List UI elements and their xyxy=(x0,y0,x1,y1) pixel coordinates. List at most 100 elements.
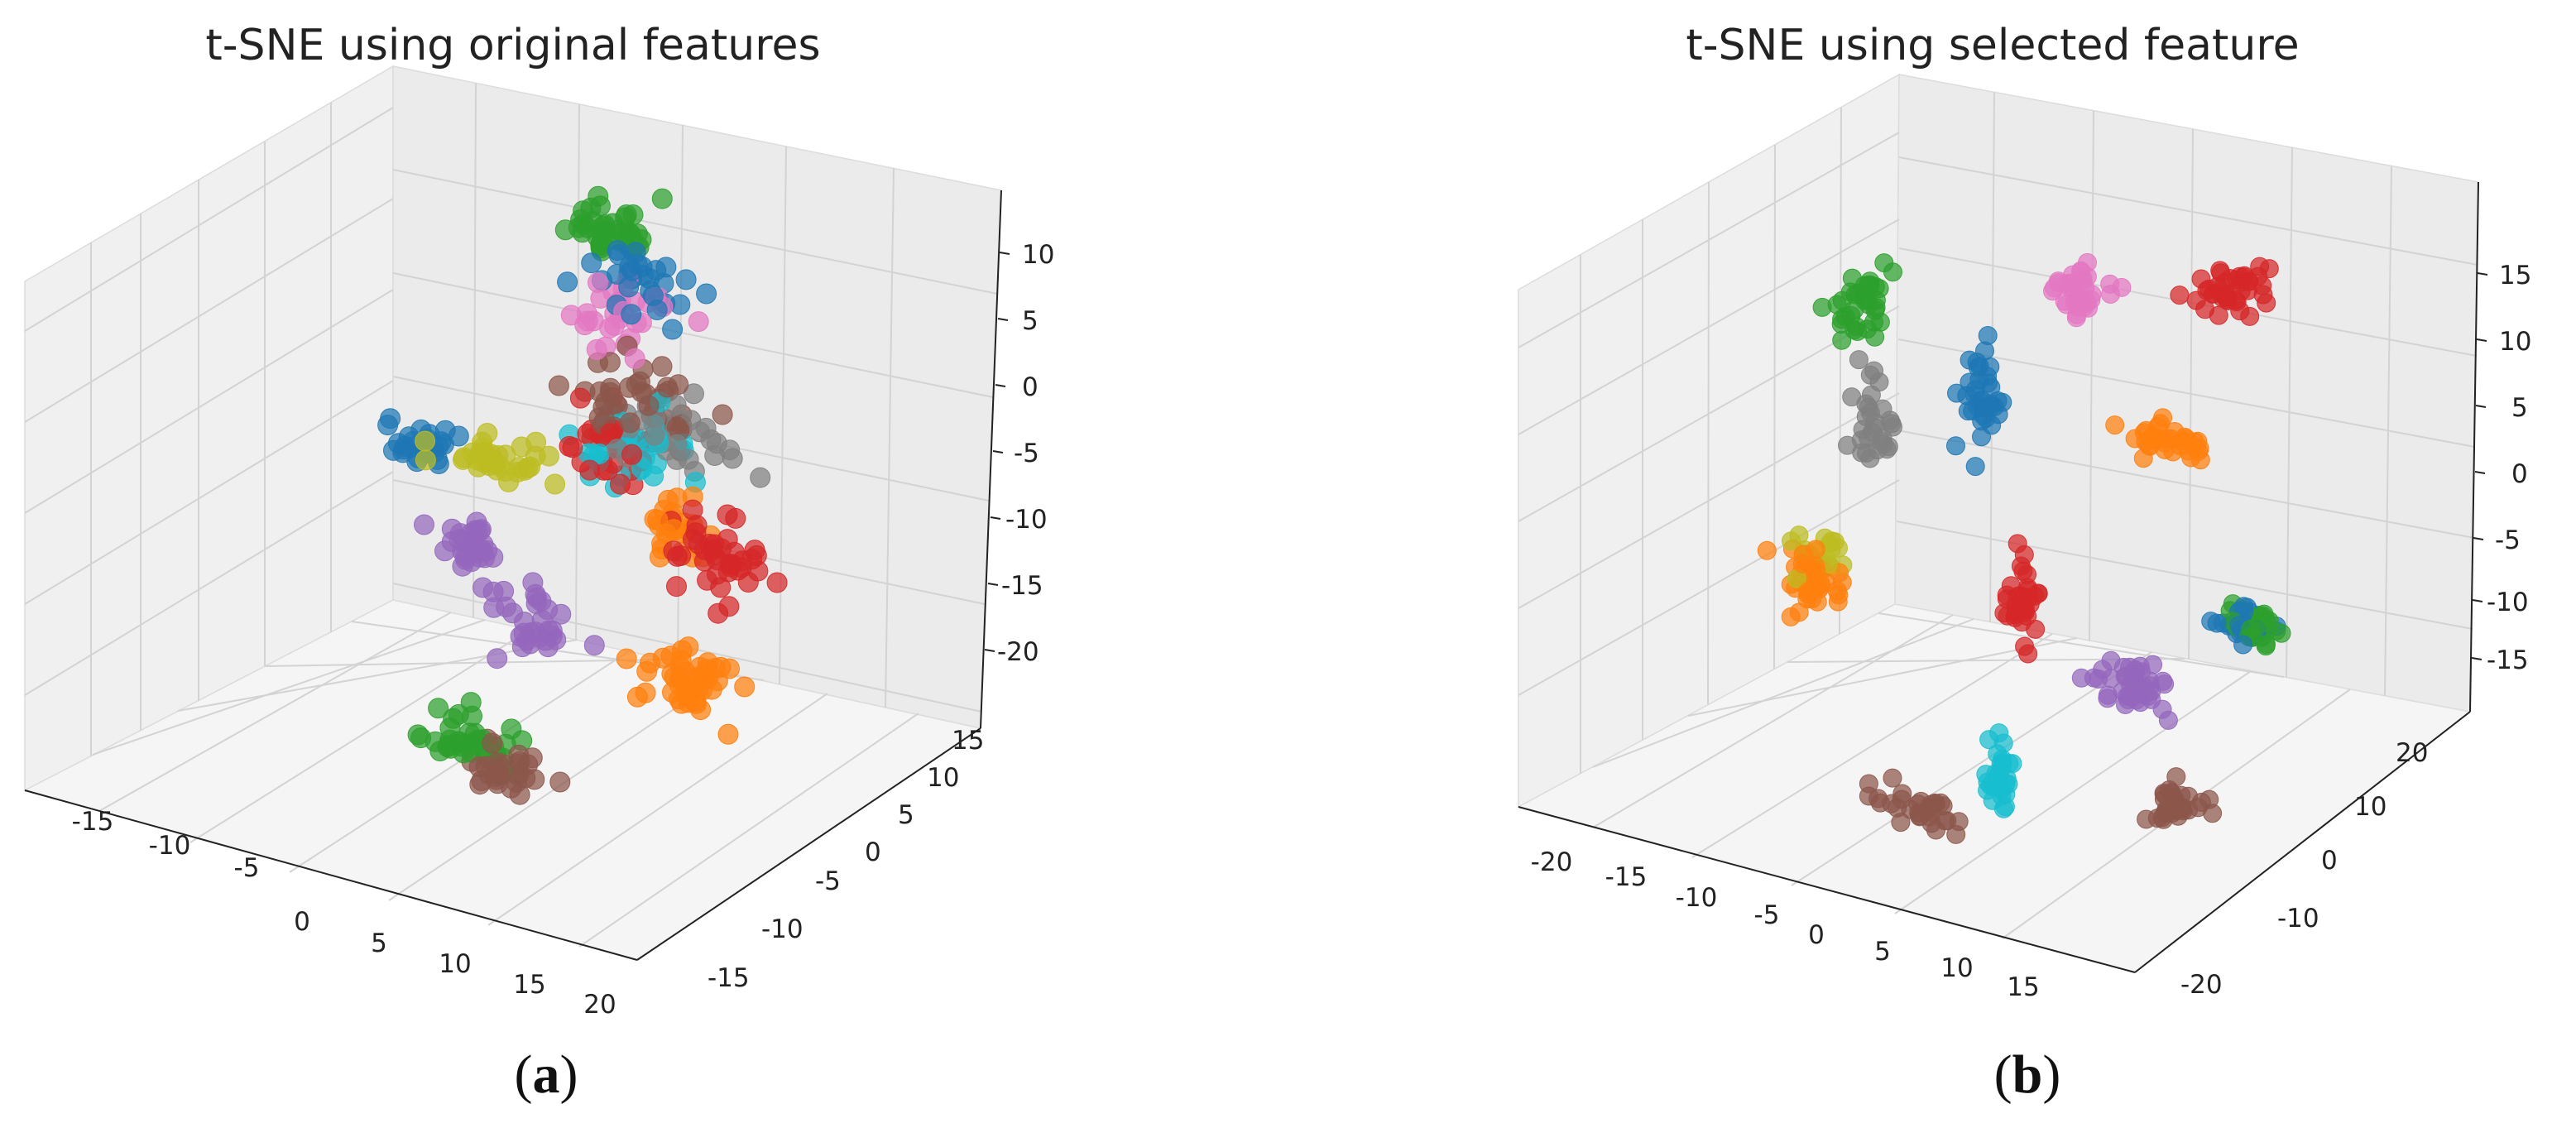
scatter-point-blue xyxy=(655,257,677,278)
scatter-point-olive xyxy=(453,447,475,468)
scatter-point-brown xyxy=(712,404,733,425)
panel-a-x-tick: 0 xyxy=(294,907,310,937)
scatter-point-brown xyxy=(482,732,503,754)
scatter-point-purple xyxy=(473,534,494,555)
panel-a-y-tick: 15 xyxy=(952,726,984,756)
scatter-point-orange xyxy=(636,660,658,682)
scatter-point-green xyxy=(588,185,609,207)
scatter-point-red xyxy=(2017,564,2036,584)
panel-a-y-tick: -15 xyxy=(708,963,750,993)
panel-b-y-tick: 10 xyxy=(2354,792,2387,822)
panel-a-y-ticks: -15 -10 -5 0 5 10 15 xyxy=(708,726,984,993)
scatter-point-red xyxy=(621,444,642,465)
scatter-point-purple xyxy=(487,648,508,669)
scatter-point-orange xyxy=(676,684,698,705)
scatter-point-gray xyxy=(1864,361,1884,381)
panel-a-scatter xyxy=(377,185,788,805)
scatter-point-red xyxy=(579,459,601,481)
panel-a: t-SNE using original features 10 5 0 -5 … xyxy=(22,21,1054,1105)
panel-b-y-tick: 0 xyxy=(2321,846,2338,876)
scatter-point-olive xyxy=(525,445,546,467)
scatter-point-green xyxy=(651,188,673,209)
scatter-point-brown xyxy=(1891,813,1911,833)
scatter-point-pink xyxy=(588,272,608,293)
scatter-point-red xyxy=(708,602,729,624)
scatter-point-green xyxy=(1870,312,1890,332)
panel-a-x-tick: 15 xyxy=(513,970,545,1000)
scatter-point-red xyxy=(562,437,583,458)
scatter-point-purple xyxy=(452,555,473,577)
panel-a-x-tick: 10 xyxy=(439,949,471,979)
panel-b-x-tick: 15 xyxy=(2007,972,2039,1002)
scatter-point-green xyxy=(1866,290,1886,310)
panel-a-x-ticks: -15 -10 -5 0 5 10 15 20 xyxy=(72,807,616,1020)
scatter-point-olive xyxy=(415,430,436,452)
scatter-point-gray xyxy=(750,467,771,488)
scatter-point-brown xyxy=(548,375,569,396)
scatter-point-gray xyxy=(644,425,665,446)
panel-a-axis-lines xyxy=(24,190,1002,961)
scatter-point-green xyxy=(428,698,449,719)
scatter-point-purple xyxy=(2113,657,2133,677)
scatter-point-pink xyxy=(624,348,645,369)
panel-a-x-tick: 20 xyxy=(583,990,616,1020)
scatter-point-blue xyxy=(1965,380,1985,400)
scatter-point-green xyxy=(1831,314,1851,334)
scatter-point-brown xyxy=(549,771,571,793)
scatter-point-orange xyxy=(2133,449,2153,468)
scatter-point-gray xyxy=(704,445,726,466)
scatter-point-red xyxy=(703,544,725,565)
scatter-point-pink xyxy=(688,311,709,333)
panel-a-gridlines xyxy=(24,82,998,948)
scatter-point-green xyxy=(407,724,429,746)
scatter-point-olive xyxy=(544,473,566,495)
panel-b-x-tick: -10 xyxy=(1676,883,1718,913)
scatter-point-blue xyxy=(377,415,399,436)
scatter-point-purple xyxy=(2141,676,2161,696)
scatter-point-cyan xyxy=(1995,797,2015,817)
scatter-point-green xyxy=(1832,330,1852,350)
panel-b-z-tick: 5 xyxy=(2511,393,2528,423)
panel-b-x-tick: 0 xyxy=(1808,920,1825,950)
scatter-point-red xyxy=(2018,644,2038,664)
scatter-point-pink xyxy=(2071,290,2091,310)
panel-b-z-tick: -10 xyxy=(2487,588,2529,617)
panel-b-scatter xyxy=(1757,252,2291,844)
panel-b-y-tick: -20 xyxy=(2180,970,2223,1000)
panel-a-z-tick: 0 xyxy=(1022,372,1039,402)
scatter-point-blue xyxy=(1972,427,1991,447)
scatter-point-gray xyxy=(1842,387,1862,407)
scatter-point-blue xyxy=(2233,635,2253,655)
scatter-point-green xyxy=(2256,636,2276,656)
scatter-point-gray xyxy=(1838,435,1857,455)
scatter-point-olive xyxy=(483,454,505,475)
scatter-point-red xyxy=(2170,286,2190,305)
scatter-point-purple xyxy=(414,514,434,535)
panel-b-x-tick: -20 xyxy=(1531,847,1573,877)
scatter-point-red xyxy=(1997,585,2017,605)
scatter-point-orange xyxy=(1757,540,1777,560)
scatter-point-gray xyxy=(666,449,688,470)
panel-a-x-tick: -15 xyxy=(72,807,114,837)
scatter-point-orange xyxy=(616,648,637,669)
scatter-point-purple xyxy=(434,540,455,562)
scatter-point-red xyxy=(2211,263,2231,283)
panel-b-y-ticks: -20 -10 0 10 20 xyxy=(2180,738,2428,1000)
scatter-point-orange xyxy=(689,656,711,678)
scatter-point-gray xyxy=(1861,385,1881,405)
scatter-point-gray xyxy=(1865,413,1885,432)
panel-a-x-tick: -10 xyxy=(149,831,191,861)
scatter-point-gray xyxy=(1849,350,1868,370)
panel-b: t-SNE using selected feature 15 10 5 0 -… xyxy=(1516,21,2531,1105)
panel-b-z-tick: -5 xyxy=(2495,526,2521,555)
scatter-point-blue xyxy=(2207,613,2227,633)
scatter-point-orange xyxy=(670,650,692,671)
scatter-point-pink xyxy=(586,338,607,360)
scatter-point-blue xyxy=(607,240,628,262)
scatter-point-green xyxy=(439,717,461,739)
panel-b-label-letter: b xyxy=(2012,1044,2043,1105)
scatter-point-brown xyxy=(2172,798,2192,818)
panel-a-z-tick: 5 xyxy=(1022,306,1039,336)
scatter-point-red xyxy=(2013,587,2033,607)
panel-a-y-tick: -10 xyxy=(761,914,804,944)
